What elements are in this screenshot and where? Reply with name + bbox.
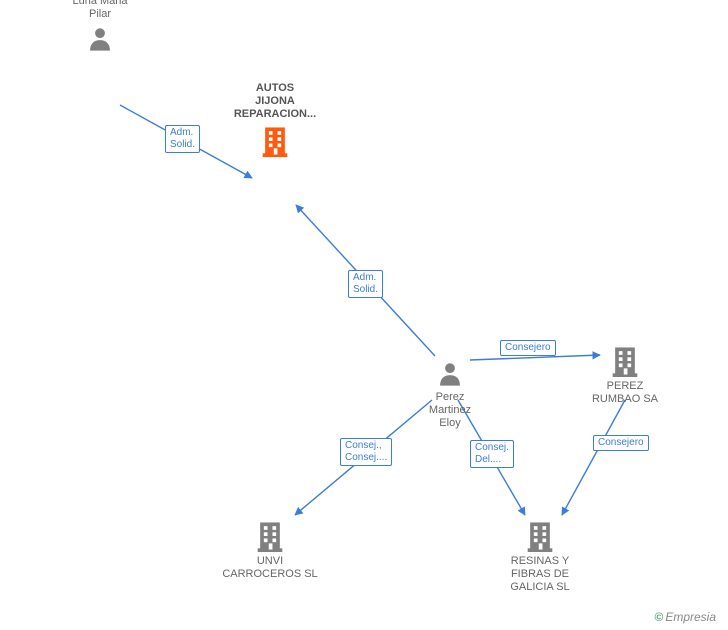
node-resinas[interactable]: RESINAS Y FIBRAS DE GALICIA SL [480, 517, 600, 595]
building-icon [255, 520, 285, 552]
edge-label: Adm.Solid. [348, 270, 383, 298]
copyright-symbol: © [654, 610, 663, 624]
node-icon-wrap [210, 520, 330, 552]
edge-label: Consej.Del.... [470, 440, 514, 468]
edge-layer [0, 0, 728, 630]
node-icon-wrap [390, 360, 510, 388]
node-perez_martinez[interactable]: Perez Martinez Eloy [390, 357, 510, 431]
node-label: PEREZ RUMBAO SA [565, 380, 685, 406]
edge-label: Consejero [593, 435, 649, 451]
node-icon-wrap [215, 125, 335, 157]
node-perez_rumbao[interactable]: PEREZ RUMBAO SA [565, 342, 685, 406]
brand-name: Empresia [665, 610, 716, 624]
person-icon [86, 25, 114, 53]
node-autos[interactable]: AUTOS JIJONA REPARACION... [215, 82, 335, 160]
node-icon-wrap [480, 520, 600, 552]
node-medina[interactable]: Medina Luna Maria Pilar [40, 0, 160, 56]
node-icon-wrap [40, 25, 160, 53]
building-icon [525, 520, 555, 552]
edge-label: Consejero [500, 340, 556, 356]
edge-label: Consej.,Consej.... [340, 438, 392, 466]
building-icon [260, 125, 290, 157]
node-label: UNVI CARROCEROS SL [210, 555, 330, 581]
person-icon [436, 360, 464, 388]
node-icon-wrap [565, 345, 685, 377]
node-label: AUTOS JIJONA REPARACION... [215, 82, 335, 122]
node-label: Medina Luna Maria Pilar [40, 0, 160, 22]
edge-line [562, 400, 625, 515]
footer-brand: ©Empresia [654, 610, 716, 624]
edge-label: Adm.Solid. [165, 125, 200, 153]
node-label: RESINAS Y FIBRAS DE GALICIA SL [480, 555, 600, 595]
building-icon [610, 345, 640, 377]
node-unvi[interactable]: UNVI CARROCEROS SL [210, 517, 330, 581]
node-label: Perez Martinez Eloy [390, 391, 510, 431]
